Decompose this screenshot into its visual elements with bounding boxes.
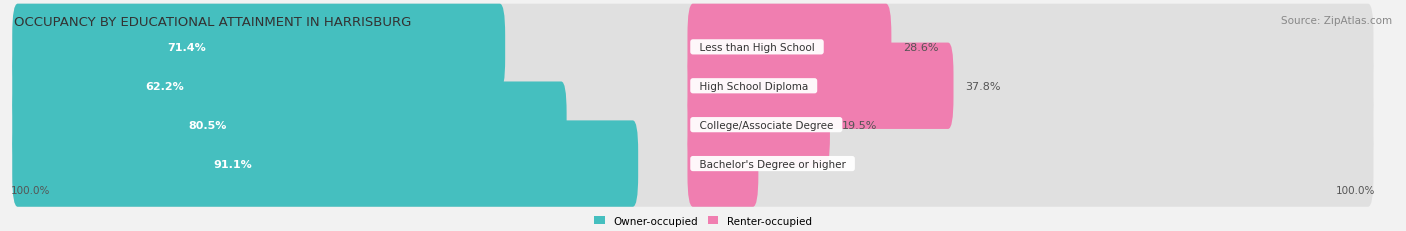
FancyBboxPatch shape — [13, 5, 505, 91]
Legend: Owner-occupied, Renter-occupied: Owner-occupied, Renter-occupied — [595, 216, 811, 226]
FancyBboxPatch shape — [13, 43, 443, 129]
Text: College/Associate Degree: College/Associate Degree — [693, 120, 839, 130]
FancyBboxPatch shape — [13, 43, 1374, 129]
Text: 37.8%: 37.8% — [965, 81, 1001, 91]
Text: 19.5%: 19.5% — [841, 120, 877, 130]
FancyBboxPatch shape — [688, 82, 830, 168]
FancyBboxPatch shape — [13, 82, 1374, 168]
FancyBboxPatch shape — [13, 121, 638, 207]
Text: Less than High School: Less than High School — [693, 43, 821, 53]
Text: 91.1%: 91.1% — [214, 159, 252, 169]
Text: 80.5%: 80.5% — [188, 120, 228, 130]
FancyBboxPatch shape — [688, 121, 758, 207]
Text: Source: ZipAtlas.com: Source: ZipAtlas.com — [1281, 16, 1392, 26]
Text: OCCUPANCY BY EDUCATIONAL ATTAINMENT IN HARRISBURG: OCCUPANCY BY EDUCATIONAL ATTAINMENT IN H… — [14, 16, 412, 29]
Text: 62.2%: 62.2% — [145, 81, 184, 91]
Text: 28.6%: 28.6% — [903, 43, 938, 53]
Text: 8.9%: 8.9% — [770, 159, 799, 169]
Text: 100.0%: 100.0% — [11, 185, 51, 195]
Text: High School Diploma: High School Diploma — [693, 81, 814, 91]
Text: 71.4%: 71.4% — [167, 43, 205, 53]
Text: Bachelor's Degree or higher: Bachelor's Degree or higher — [693, 159, 852, 169]
FancyBboxPatch shape — [13, 5, 1374, 91]
Text: 100.0%: 100.0% — [1336, 185, 1375, 195]
FancyBboxPatch shape — [688, 5, 891, 91]
FancyBboxPatch shape — [13, 121, 1374, 207]
FancyBboxPatch shape — [688, 43, 953, 129]
FancyBboxPatch shape — [13, 82, 567, 168]
